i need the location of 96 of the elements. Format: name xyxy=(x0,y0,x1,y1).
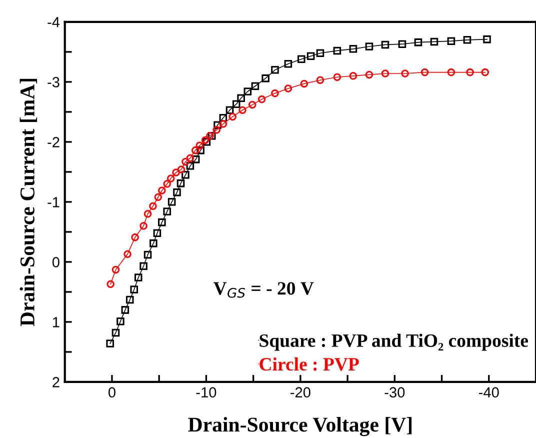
point xyxy=(219,114,228,122)
point xyxy=(237,94,245,102)
point xyxy=(124,250,132,258)
point xyxy=(316,76,324,84)
point xyxy=(166,174,175,182)
point xyxy=(106,280,114,288)
point xyxy=(182,171,190,179)
point xyxy=(163,180,171,188)
point xyxy=(149,202,157,210)
point xyxy=(121,306,130,314)
point xyxy=(226,106,234,114)
point xyxy=(144,250,152,259)
x-tick-label: -20 xyxy=(290,387,310,398)
y-tick-label: -4 xyxy=(48,17,60,28)
point xyxy=(140,222,148,230)
point xyxy=(112,266,120,274)
point xyxy=(144,210,152,218)
point xyxy=(116,317,124,326)
point xyxy=(112,328,120,337)
annotation: V$_{GS}$ = - 20 V xyxy=(213,282,314,298)
point xyxy=(106,340,114,348)
point xyxy=(173,188,181,196)
y-axis-title: Drain-Source Current [mA] xyxy=(20,78,38,326)
x-tick-label: -10 xyxy=(196,387,216,398)
point xyxy=(297,55,306,63)
x-axis-title: Drain-Source Voltage [V] xyxy=(188,417,412,436)
point xyxy=(381,40,390,49)
point xyxy=(192,155,200,164)
point xyxy=(481,68,490,76)
point xyxy=(365,70,374,79)
point xyxy=(447,68,456,76)
point xyxy=(333,73,342,81)
point xyxy=(196,146,204,154)
legend-label: Circle : PVP xyxy=(260,357,359,371)
x-tick-label: 0 xyxy=(108,387,116,398)
point xyxy=(284,60,292,68)
point xyxy=(466,68,474,76)
point xyxy=(153,229,162,238)
point xyxy=(463,36,472,44)
point xyxy=(186,162,194,170)
point xyxy=(248,100,256,109)
point xyxy=(284,84,292,92)
point xyxy=(232,100,240,108)
point xyxy=(258,95,266,104)
y-tick-label: -1 xyxy=(48,197,60,208)
point xyxy=(333,46,342,55)
point xyxy=(381,70,390,78)
point xyxy=(271,89,279,98)
point xyxy=(154,193,162,202)
point xyxy=(401,70,409,78)
y-tick-label: -2 xyxy=(48,137,60,148)
point xyxy=(349,72,358,80)
point xyxy=(182,158,190,166)
point xyxy=(131,233,139,242)
point xyxy=(186,154,194,162)
point xyxy=(228,112,236,121)
y-tick-label: 0 xyxy=(52,257,60,268)
x-tick-label: -30 xyxy=(384,387,405,398)
point xyxy=(191,146,200,154)
point xyxy=(140,262,148,270)
point xyxy=(214,121,222,129)
x-tick-label: -40 xyxy=(478,387,499,398)
point xyxy=(126,296,134,304)
y-tick-label: 2 xyxy=(52,377,60,388)
point xyxy=(150,239,158,248)
point xyxy=(238,106,246,114)
point xyxy=(176,179,185,188)
point xyxy=(349,45,358,53)
point xyxy=(271,66,279,74)
point xyxy=(177,166,186,174)
point xyxy=(158,186,166,194)
point xyxy=(430,38,438,46)
point xyxy=(196,142,204,150)
point xyxy=(447,37,456,45)
y-tick-label: -3 xyxy=(48,77,60,88)
point xyxy=(300,80,308,88)
point xyxy=(130,286,138,294)
y-tick-label: 1 xyxy=(52,317,60,328)
point xyxy=(172,168,180,176)
point xyxy=(420,68,429,76)
point xyxy=(168,198,176,206)
point xyxy=(483,35,491,44)
point xyxy=(316,49,324,57)
point xyxy=(158,218,166,226)
point xyxy=(262,74,270,82)
point xyxy=(212,126,220,134)
point xyxy=(306,52,315,60)
point xyxy=(244,88,252,96)
point xyxy=(134,274,142,282)
point xyxy=(414,38,422,46)
point xyxy=(365,42,374,50)
point xyxy=(251,82,260,90)
legend-label: Square : PVP and TiO₂ composite xyxy=(260,334,528,351)
point xyxy=(219,120,228,128)
point xyxy=(398,40,406,48)
point xyxy=(163,208,171,216)
